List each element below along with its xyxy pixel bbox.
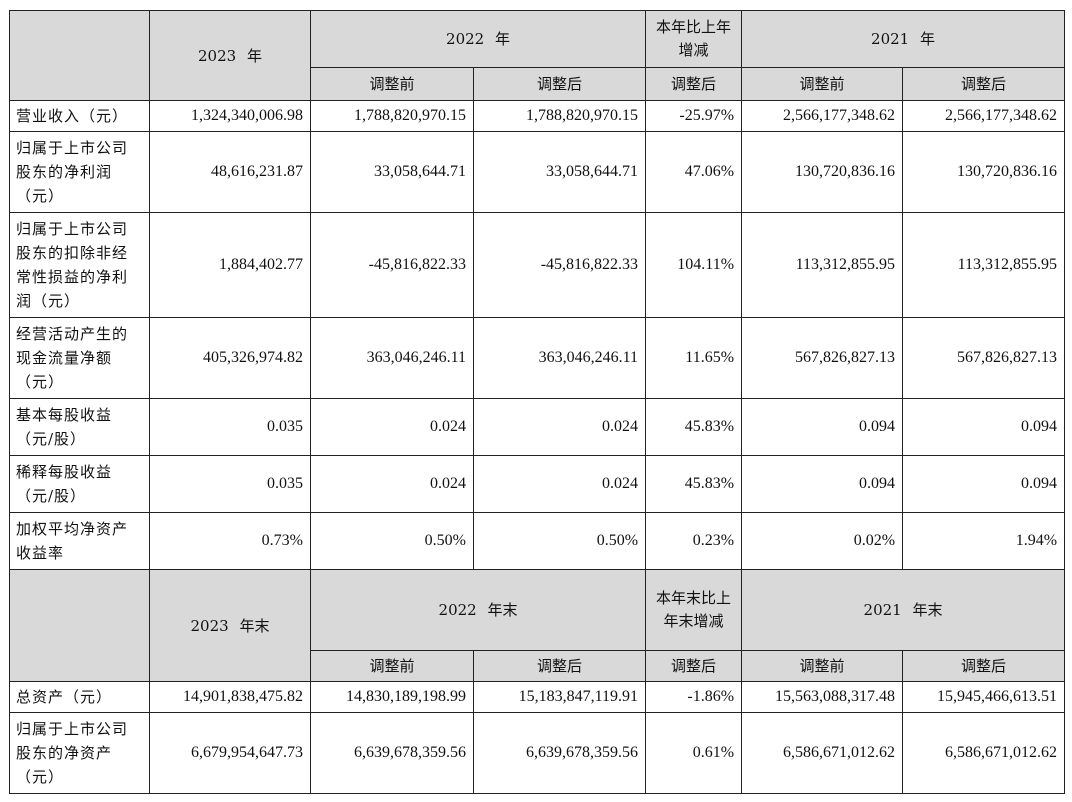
value-2021-before: 0.094: [741, 398, 904, 456]
value-change: 0.61%: [645, 712, 743, 794]
col-2021-header: 2021 年: [741, 10, 1066, 68]
value-change: 104.11%: [645, 212, 743, 318]
financial-data-table: 2023 年 2022 年 本年比上年增减 2021 年 调整前 调整后 调整后…: [9, 10, 1066, 794]
value-change: 45.83%: [645, 398, 743, 456]
value-2023: 1,324,340,006.98: [149, 100, 311, 132]
table-row: 归属于上市公司股东的扣除非经常性损益的净利润（元） 1,884,402.77 -…: [9, 212, 1066, 318]
value-2023: 6,679,954,647.73: [149, 712, 311, 794]
value-2021-before: 0.094: [741, 455, 904, 513]
row-label: 总资产（元）: [9, 681, 150, 713]
table-row: 营业收入（元） 1,324,340,006.98 1,788,820,970.1…: [9, 100, 1066, 132]
value-2022-after: 0.024: [472, 398, 647, 456]
row-label: 归属于上市公司股东的扣除非经常性损益的净利润（元）: [9, 212, 150, 318]
value-2023: 14,901,838,475.82: [149, 681, 311, 713]
value-2021-before: 130,720,836.16: [741, 131, 904, 213]
balance-header-row: 2023 年末 2022 年末 本年末比上年末增减 2021 年末: [9, 569, 1066, 682]
col-2022-end-before-header: 调整前: [310, 650, 474, 682]
value-2021-after: 2,566,177,348.62: [902, 100, 1066, 132]
col-2023-header: 2023 年: [149, 10, 311, 101]
value-2022-before: -45,816,822.33: [310, 212, 474, 318]
row-label: 归属于上市公司股东的净利润（元）: [9, 131, 150, 213]
col-change-header: 本年比上年增减: [645, 10, 743, 68]
value-2023: 0.035: [149, 455, 311, 513]
value-2022-after: 0.024: [472, 455, 647, 513]
col-2022-end-after-header: 调整后: [472, 650, 647, 682]
value-2021-before: 2,566,177,348.62: [741, 100, 904, 132]
value-2023: 0.035: [149, 398, 311, 456]
col-2022-before-header: 调整前: [310, 67, 474, 101]
table-row: 归属于上市公司股东的净利润（元） 48,616,231.87 33,058,64…: [9, 131, 1066, 213]
col-2023-end-header: 2023 年末: [149, 569, 311, 682]
col-2022-header: 2022 年: [309, 10, 647, 68]
value-2021-before: 6,586,671,012.62: [741, 712, 904, 794]
value-2021-before: 0.02%: [741, 512, 904, 570]
value-2022-before: 0.024: [310, 398, 474, 456]
row-label: 经营活动产生的现金流量净额（元）: [9, 317, 150, 399]
value-2022-before: 363,046,246.11: [310, 317, 474, 399]
value-2023: 0.73%: [149, 512, 311, 570]
value-2022-after: 1,788,820,970.15: [472, 100, 647, 132]
value-2021-after: 6,586,671,012.62: [902, 712, 1066, 794]
header-corner-cell: [9, 10, 150, 101]
value-2022-before: 1,788,820,970.15: [310, 100, 474, 132]
value-2022-before: 6,639,678,359.56: [310, 712, 474, 794]
row-label: 稀释每股收益（元/股）: [9, 455, 150, 513]
value-2022-before: 0.50%: [310, 512, 474, 570]
col-2021-after-header: 调整后: [902, 67, 1066, 101]
value-2022-after: 0.50%: [472, 512, 647, 570]
value-change: 47.06%: [645, 131, 743, 213]
table-row: 基本每股收益（元/股） 0.035 0.024 0.024 45.83% 0.0…: [9, 398, 1066, 456]
row-label: 基本每股收益（元/股）: [9, 398, 150, 456]
value-2021-before: 15,563,088,317.48: [741, 681, 904, 713]
value-2021-after: 15,945,466,613.51: [902, 681, 1066, 713]
col-2021-end-header: 2021 年末: [741, 569, 1066, 651]
balance-subheader-row: 调整前 调整后 调整后 调整前 调整后: [10, 650, 1066, 682]
value-2021-after: 0.094: [902, 398, 1066, 456]
col-2021-before-header: 调整前: [741, 67, 904, 101]
value-2022-after: -45,816,822.33: [472, 212, 647, 318]
income-header-row: 2023 年 2022 年 本年比上年增减 2021 年: [9, 10, 1066, 101]
value-2021-after: 113,312,855.95: [902, 212, 1066, 318]
value-2023: 48,616,231.87: [149, 131, 311, 213]
value-2023: 1,884,402.77: [149, 212, 311, 318]
col-2022-end-header: 2022 年末: [309, 569, 647, 651]
col-2022-after-header: 调整后: [472, 67, 647, 101]
value-change: -25.97%: [645, 100, 743, 132]
table-row: 总资产（元） 14,901,838,475.82 14,830,189,198.…: [9, 681, 1066, 713]
value-change: 45.83%: [645, 455, 743, 513]
value-2021-after: 0.094: [902, 455, 1066, 513]
value-2022-before: 0.024: [310, 455, 474, 513]
value-2023: 405,326,974.82: [149, 317, 311, 399]
value-2022-after: 15,183,847,119.91: [472, 681, 647, 713]
value-2021-before: 567,826,827.13: [741, 317, 904, 399]
col-2021-end-after-header: 调整后: [902, 650, 1066, 682]
table-row: 稀释每股收益（元/股） 0.035 0.024 0.024 45.83% 0.0…: [9, 455, 1066, 513]
table-row: 经营活动产生的现金流量净额（元） 405,326,974.82 363,046,…: [9, 317, 1066, 399]
value-2022-after: 33,058,644.71: [472, 131, 647, 213]
value-change: 0.23%: [645, 512, 743, 570]
value-change: 11.65%: [645, 317, 743, 399]
col-end-change-header: 本年末比上年末增减: [645, 569, 743, 651]
col-2021-end-before-header: 调整前: [741, 650, 904, 682]
value-2021-before: 113,312,855.95: [741, 212, 904, 318]
value-2022-after: 6,639,678,359.56: [472, 712, 647, 794]
header-corner-cell: [9, 569, 150, 682]
value-2022-before: 14,830,189,198.99: [310, 681, 474, 713]
value-change: -1.86%: [645, 681, 743, 713]
income-subheader-row: 调整前 调整后 调整后 调整前 调整后: [10, 67, 1066, 101]
row-label: 营业收入（元）: [9, 100, 150, 132]
row-label: 加权平均净资产收益率: [9, 512, 150, 570]
value-2022-after: 363,046,246.11: [472, 317, 647, 399]
col-change-after-header: 调整后: [645, 67, 743, 101]
value-2021-after: 1.94%: [902, 512, 1066, 570]
value-2021-after: 130,720,836.16: [902, 131, 1066, 213]
table-row: 加权平均净资产收益率 0.73% 0.50% 0.50% 0.23% 0.02%…: [9, 512, 1066, 570]
value-2021-after: 567,826,827.13: [902, 317, 1066, 399]
value-2022-before: 33,058,644.71: [310, 131, 474, 213]
table-row: 归属于上市公司股东的净资产（元） 6,679,954,647.73 6,639,…: [9, 712, 1066, 794]
row-label: 归属于上市公司股东的净资产（元）: [9, 712, 150, 794]
col-end-change-after-header: 调整后: [645, 650, 743, 682]
